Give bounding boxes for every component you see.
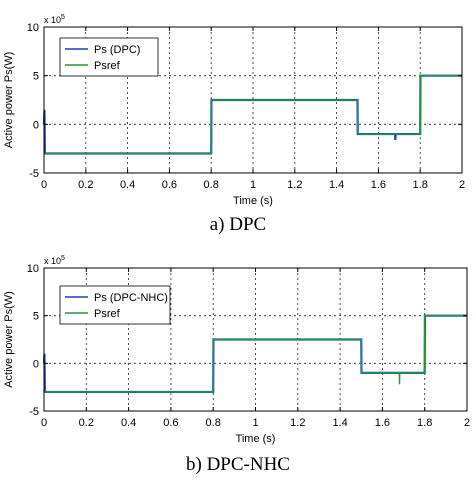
- legend-label: Ps (DPC): [94, 44, 140, 56]
- x-tick-label: 0.4: [121, 417, 136, 429]
- x-tick-label: 2: [459, 179, 465, 191]
- x-tick-label: 2: [464, 417, 470, 429]
- x-tick-label: 1.8: [417, 417, 432, 429]
- x-tick-label: 1.2: [287, 179, 302, 191]
- legend: Ps (DPC-NHC) Psref: [59, 285, 171, 325]
- legend-box: [59, 285, 171, 325]
- y-tick-label: 0: [33, 119, 39, 131]
- x-tick-label: 0: [41, 179, 47, 191]
- legend-box: [59, 37, 159, 77]
- chart-caption: b) DPC-NHC: [186, 454, 290, 475]
- y-tick-label: 0: [33, 358, 39, 370]
- legend-label: Psref: [94, 60, 121, 72]
- x-tick-label: 1: [252, 417, 258, 429]
- y-tick-label: 5: [33, 311, 39, 323]
- y-axis-label: Active power Ps(W): [3, 52, 15, 149]
- x-tick-label: 0.6: [163, 417, 178, 429]
- x-tick-label: 1: [250, 179, 256, 191]
- x-tick-label: 1.2: [290, 417, 305, 429]
- y-tick-label: 10: [27, 22, 39, 34]
- axis-exponent: x 105: [44, 255, 65, 266]
- y-tick-label: -5: [29, 406, 39, 418]
- x-tick-label: 0.6: [162, 179, 177, 191]
- x-tick-label: 0.8: [204, 179, 219, 191]
- y-tick-label: 5: [33, 71, 39, 83]
- x-tick-label: 0: [41, 417, 47, 429]
- x-tick-label: 0.4: [120, 179, 135, 191]
- chart-panel-dpc-nhc: 0 0.2 0.4 0.6 0.8 1 1.2 1.4 1.6 1.8 2 -5 0 5 10 x 105 Ti…: [0, 240, 476, 480]
- x-tick-label: 0.2: [79, 417, 94, 429]
- series-line-psref: [44, 314, 467, 393]
- x-tick-label: 0.8: [206, 417, 221, 429]
- y-tick-label: 10: [27, 263, 39, 275]
- series-line-psref: [44, 74, 462, 155]
- chart-caption: a) DPC: [209, 214, 267, 235]
- legend-label: Ps (DPC-NHC): [94, 292, 168, 304]
- x-axis-label: Time (s): [236, 433, 276, 445]
- x-tick-label: 1.4: [332, 417, 347, 429]
- x-tick-label: 1.6: [375, 417, 390, 429]
- x-tick-label: 1.8: [413, 179, 428, 191]
- legend-label: Psref: [94, 308, 121, 320]
- legend: Ps (DPC) Psref: [59, 37, 159, 77]
- y-tick-label: -5: [29, 168, 39, 180]
- y-axis-label: Active power Ps(W): [3, 291, 15, 388]
- x-tick-label: 0.2: [78, 179, 93, 191]
- axis-exponent: x 105: [44, 14, 65, 25]
- chart-panel-dpc: 0 0.2 0.4 0.6 0.8 1 1.2 1.4 1.6 1.8 2 -5 0 5 10 x 105 Ti…: [3, 14, 465, 235]
- x-axis-label: Time (s): [233, 195, 273, 207]
- x-tick-label: 1.4: [329, 179, 344, 191]
- x-tick-label: 1.6: [371, 179, 386, 191]
